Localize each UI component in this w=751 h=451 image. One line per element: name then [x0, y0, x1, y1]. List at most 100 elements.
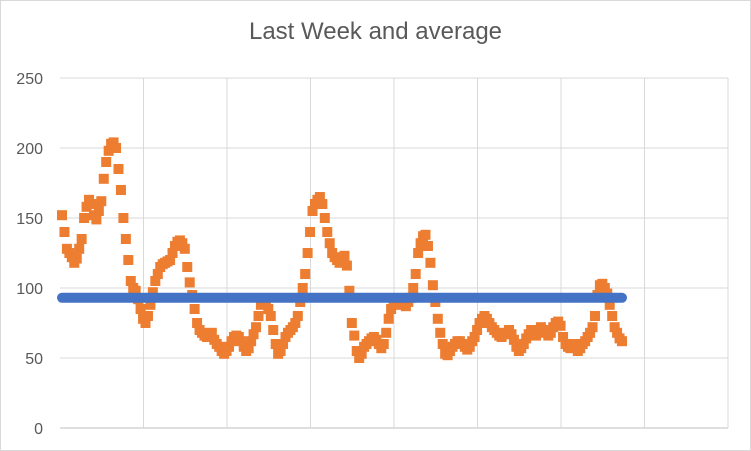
- data-point: [317, 199, 328, 209]
- y-tick-label: 50: [25, 351, 43, 368]
- data-point: [415, 238, 426, 249]
- data-point: [555, 320, 566, 331]
- data-point: [437, 339, 448, 349]
- data-point: [57, 210, 67, 221]
- data-point: [152, 269, 163, 279]
- data-point: [263, 304, 274, 314]
- data-point: [420, 229, 431, 240]
- data-point: [167, 248, 178, 258]
- data-point: [251, 322, 262, 333]
- y-tick-label: 0: [34, 421, 43, 438]
- data-point: [278, 339, 289, 349]
- data-point: [270, 339, 281, 349]
- data-point: [140, 318, 151, 328]
- data-point: [432, 313, 443, 324]
- data-point: [302, 248, 313, 258]
- data-point: [91, 214, 102, 225]
- data-point: [74, 243, 85, 254]
- data-point: [93, 206, 104, 216]
- data-point: [182, 262, 193, 272]
- data-point: [604, 299, 615, 310]
- data-point: [341, 260, 352, 271]
- data-point: [322, 227, 333, 237]
- data-point: [86, 199, 97, 209]
- data-point: [79, 213, 90, 223]
- data-point: [206, 327, 217, 338]
- data-point: [111, 143, 122, 153]
- data-point: [506, 329, 517, 340]
- data-point: [307, 206, 318, 216]
- data-point: [265, 311, 276, 321]
- data-point: [179, 243, 190, 254]
- data-point: [189, 304, 200, 314]
- data-point: [243, 343, 254, 354]
- data-point: [314, 192, 325, 202]
- data-point: [587, 322, 598, 333]
- data-point: [147, 287, 158, 298]
- data-point: [339, 250, 350, 261]
- data-point: [123, 255, 134, 265]
- data-point: [101, 157, 112, 167]
- data-point: [115, 185, 126, 195]
- y-tick-label: 150: [16, 211, 43, 228]
- data-point: [324, 238, 335, 249]
- data-point: [531, 330, 542, 341]
- data-point: [108, 137, 119, 148]
- data-point: [383, 313, 394, 324]
- data-point: [142, 311, 153, 321]
- data-point: [59, 227, 70, 237]
- data-point: [599, 283, 610, 293]
- data-point: [356, 348, 367, 359]
- data-point: [464, 341, 475, 352]
- data-point: [177, 238, 188, 249]
- data-point: [224, 341, 235, 352]
- y-tick-label: 200: [16, 141, 43, 158]
- data-point: [192, 318, 203, 328]
- data-point: [469, 332, 480, 342]
- data-point: [165, 255, 176, 265]
- data-point: [607, 311, 618, 321]
- data-point: [248, 329, 259, 340]
- data-point: [300, 269, 311, 279]
- data-point: [585, 327, 596, 338]
- y-tick-label: 100: [16, 281, 43, 298]
- data-point: [518, 339, 529, 349]
- data-point: [378, 339, 389, 349]
- data-point: [103, 145, 114, 156]
- data-point: [268, 325, 279, 335]
- last-week-series: [57, 137, 627, 363]
- data-point: [427, 280, 438, 291]
- data-point: [346, 318, 357, 328]
- data-point: [344, 285, 355, 296]
- data-point: [246, 336, 257, 347]
- data-point: [425, 257, 436, 268]
- data-point: [275, 346, 286, 356]
- data-point: [408, 283, 419, 293]
- data-point: [98, 173, 109, 184]
- data-point: [422, 241, 433, 251]
- data-point: [145, 299, 156, 310]
- data-point: [319, 213, 330, 223]
- data-point: [150, 276, 161, 286]
- data-point: [381, 327, 392, 338]
- data-point: [120, 234, 131, 244]
- data-point: [135, 304, 146, 314]
- data-point: [413, 248, 424, 258]
- data-point: [508, 334, 519, 345]
- data-point: [253, 311, 264, 321]
- data-point: [472, 325, 483, 335]
- data-point: [76, 234, 87, 244]
- data-point: [349, 330, 360, 341]
- data-point: [71, 253, 82, 264]
- data-point: [118, 213, 129, 223]
- data-point: [612, 327, 623, 338]
- data-point: [96, 196, 107, 207]
- data-point: [292, 311, 303, 321]
- data-point: [290, 318, 301, 328]
- data-point: [435, 327, 446, 338]
- y-tick-label: 250: [16, 71, 43, 88]
- data-point: [305, 227, 316, 237]
- data-point: [297, 283, 308, 293]
